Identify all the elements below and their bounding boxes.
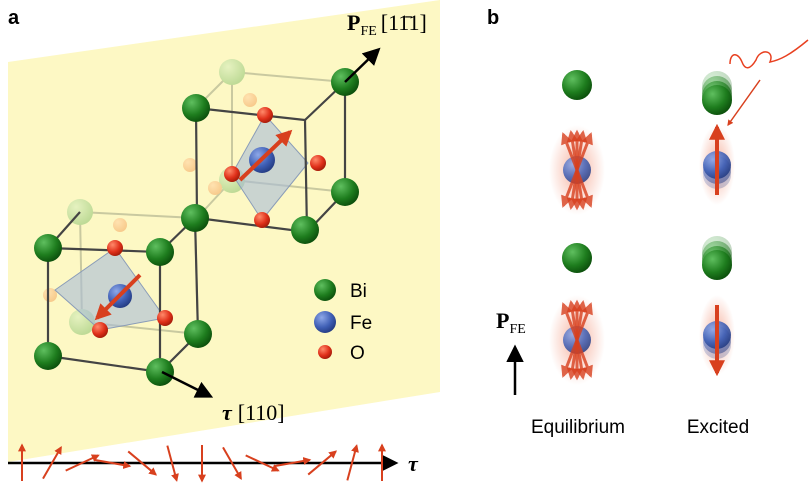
subscript: FE bbox=[360, 24, 376, 39]
tau-label: τ[110] bbox=[222, 400, 285, 425]
o-atom-faded bbox=[183, 158, 197, 172]
light-wave bbox=[730, 40, 808, 68]
bi-atom bbox=[34, 234, 62, 262]
polarization-label: PFE bbox=[496, 308, 526, 337]
panel-label: a bbox=[8, 7, 20, 29]
o-atom bbox=[157, 310, 173, 326]
bi-atom bbox=[702, 85, 732, 115]
panel-label: b bbox=[487, 7, 499, 29]
polarization-label: PFE [11̄1] bbox=[347, 10, 427, 39]
symbol: P bbox=[347, 10, 360, 35]
o-atom bbox=[224, 166, 240, 182]
o-atom-faded bbox=[243, 93, 257, 107]
bi-atom bbox=[146, 238, 174, 266]
direction: [11̄1] bbox=[381, 10, 427, 35]
legend-o-marker bbox=[318, 345, 332, 359]
bi-atom bbox=[182, 94, 210, 122]
bi-atom bbox=[331, 178, 359, 206]
o-atom-faded bbox=[208, 181, 222, 195]
bi-atom bbox=[562, 70, 592, 100]
direction: [110] bbox=[238, 400, 285, 425]
o-atom bbox=[310, 155, 326, 171]
o-atom-faded bbox=[113, 218, 127, 232]
legend-fe-marker bbox=[314, 311, 336, 333]
light-arrow bbox=[728, 80, 760, 125]
dynamics-panel bbox=[549, 70, 735, 385]
symbol: τ bbox=[222, 400, 233, 425]
bi-atom bbox=[702, 250, 732, 280]
bi-atom bbox=[184, 320, 212, 348]
o-atom bbox=[254, 212, 270, 228]
legend-entry: Bi bbox=[350, 281, 367, 302]
o-atom bbox=[107, 240, 123, 256]
legend-entry: O bbox=[350, 343, 365, 364]
bi-atom bbox=[146, 358, 174, 386]
o-atom bbox=[257, 107, 273, 123]
cycloid-axis-label: τ bbox=[408, 451, 419, 476]
subscript: FE bbox=[509, 322, 525, 337]
figure: a PFE[11̄1] τ[110] Bi Fe O τ b PFE Equil… bbox=[0, 0, 811, 484]
bi-atom bbox=[34, 342, 62, 370]
legend-entry: Fe bbox=[350, 313, 372, 334]
symbol: P bbox=[496, 308, 509, 333]
bi-atom bbox=[562, 243, 592, 273]
o-atom bbox=[92, 322, 108, 338]
column-label: Excited bbox=[687, 417, 749, 438]
bi-atom bbox=[291, 216, 319, 244]
legend-bi-marker bbox=[314, 279, 336, 301]
column-label: Equilibrium bbox=[531, 417, 625, 438]
bi-atom bbox=[181, 204, 209, 232]
bi-atom-faded bbox=[219, 59, 245, 85]
